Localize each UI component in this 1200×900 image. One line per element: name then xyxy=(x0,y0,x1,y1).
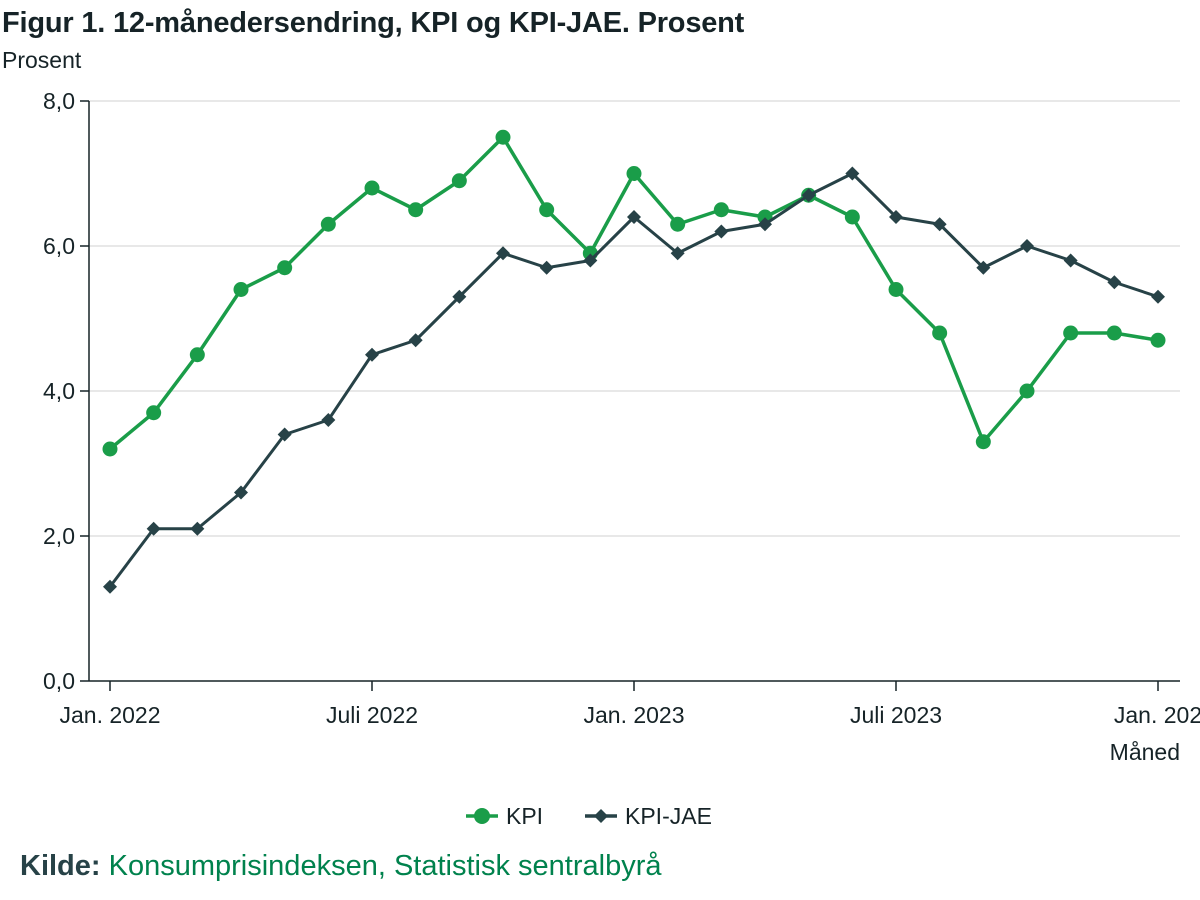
legend-marker xyxy=(594,809,608,823)
legend-label: KPI xyxy=(506,803,543,829)
data-point xyxy=(1063,253,1078,268)
data-point xyxy=(452,289,467,304)
data-point xyxy=(321,413,336,427)
legend-label: KPI-JAE xyxy=(625,803,712,829)
chart-title: Figur 1. 12-månedersendring, KPI og KPI-… xyxy=(2,7,745,39)
series-kpi-jae xyxy=(103,166,1165,594)
y-tick-label: 6,0 xyxy=(43,233,75,259)
data-point xyxy=(539,260,554,275)
data-point xyxy=(626,166,642,181)
data-point xyxy=(1151,289,1165,304)
data-point xyxy=(190,521,205,536)
data-point xyxy=(758,217,772,232)
data-point xyxy=(365,347,379,362)
series-kpi xyxy=(102,129,1166,457)
data-point xyxy=(1063,325,1079,341)
legend: KPI KPI-JAE xyxy=(466,803,712,829)
x-tick-label: Jan. 2022 xyxy=(59,702,160,728)
x-tick-label: Juli 2023 xyxy=(850,702,942,728)
data-point xyxy=(1106,325,1122,341)
data-point xyxy=(583,253,598,268)
data-point xyxy=(713,202,729,218)
data-point xyxy=(889,210,903,224)
data-point xyxy=(1107,275,1122,290)
data-point xyxy=(801,188,816,203)
data-point xyxy=(364,180,380,196)
data-point xyxy=(1020,239,1034,253)
data-point xyxy=(102,441,118,457)
legend-item: KPI-JAE xyxy=(585,803,712,829)
data-point xyxy=(277,260,293,276)
data-point xyxy=(976,260,991,275)
data-point xyxy=(103,579,117,594)
series-layer xyxy=(102,129,1166,594)
legend-marker xyxy=(474,808,490,824)
data-point xyxy=(844,209,860,225)
data-point xyxy=(670,246,685,261)
data-point xyxy=(539,202,555,218)
data-point xyxy=(1150,332,1166,348)
data-point xyxy=(233,282,249,297)
x-axis-label: Måned xyxy=(1110,739,1180,765)
data-point xyxy=(714,224,729,239)
data-point xyxy=(189,347,205,363)
gridlines xyxy=(89,100,1180,537)
series-line xyxy=(108,172,1159,588)
data-point xyxy=(277,427,292,442)
source-line: Kilde: Konsumprisindeksen, Statistisk se… xyxy=(20,850,661,883)
source-label: Kilde: xyxy=(20,850,101,882)
x-tick-label: Jan. 2023 xyxy=(583,702,684,728)
data-point xyxy=(1019,383,1035,399)
data-point xyxy=(670,216,686,232)
y-tick-label: 4,0 xyxy=(43,378,75,404)
axes: 0,0 2,0 4,0 6,0 8,0 Jan. 2022 Juli 2022 Jan. 20… xyxy=(43,88,1200,765)
data-point xyxy=(845,166,860,181)
data-point xyxy=(408,333,423,348)
data-point xyxy=(451,173,467,189)
data-point xyxy=(627,210,641,224)
y-axis-label: Prosent xyxy=(2,47,82,73)
data-point xyxy=(496,246,510,261)
source-text: Konsumprisindeksen, Statistisk sentralby… xyxy=(108,850,662,882)
x-tick-label: Jan. 202 xyxy=(1114,702,1200,728)
data-point xyxy=(146,405,162,421)
y-tick-label: 2,0 xyxy=(43,523,75,549)
data-point xyxy=(888,282,904,297)
x-tick-label: Juli 2022 xyxy=(326,702,418,728)
data-point xyxy=(320,216,336,232)
y-tick-label: 0,0 xyxy=(43,668,75,694)
data-point xyxy=(932,217,947,232)
data-point xyxy=(146,521,161,536)
y-tick-label: 8,0 xyxy=(43,88,75,114)
data-point xyxy=(408,202,424,218)
data-point xyxy=(234,485,248,500)
data-point xyxy=(932,325,948,341)
data-point xyxy=(495,129,511,145)
legend-item: KPI xyxy=(466,803,543,829)
data-point xyxy=(975,434,991,450)
series-line xyxy=(108,135,1159,451)
